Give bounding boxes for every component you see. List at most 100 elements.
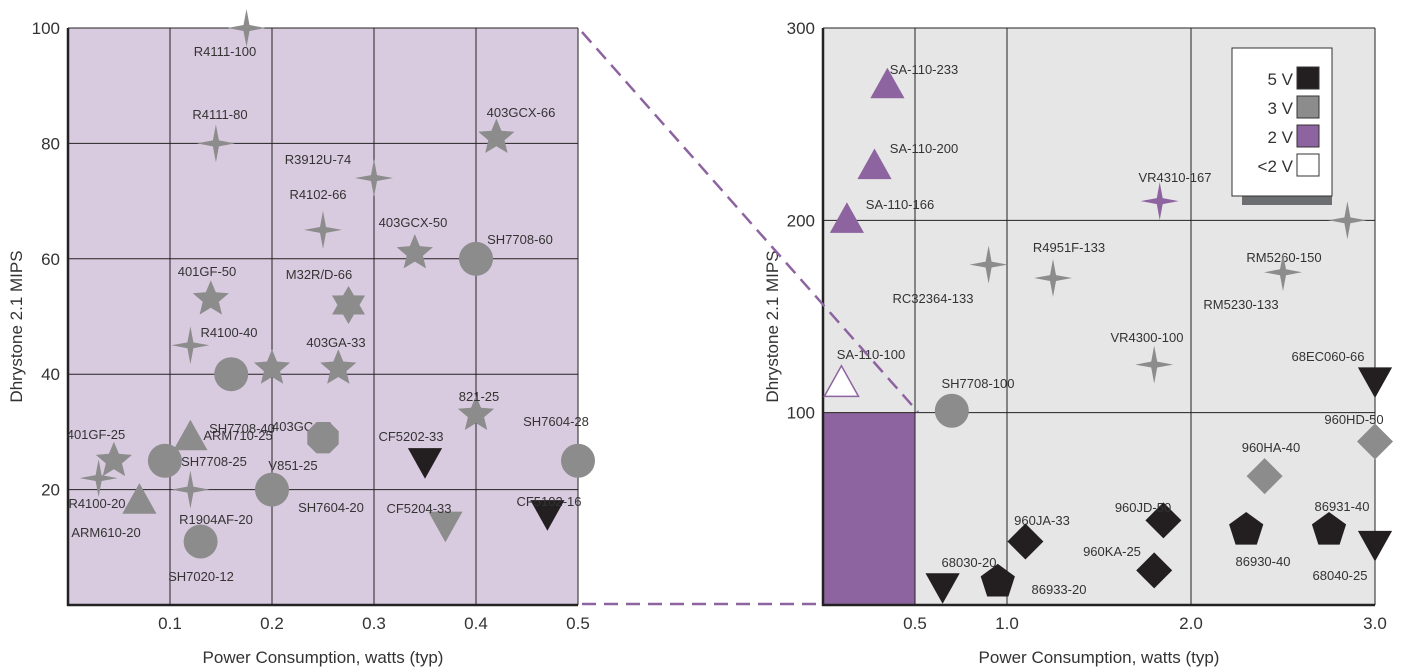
data-label: 86931-40	[1315, 499, 1370, 514]
legend-swatch	[1296, 124, 1320, 148]
data-label: R4100-40	[200, 325, 257, 340]
x-tick-label: 0.1	[158, 614, 182, 633]
point-sa-110-200	[857, 148, 892, 180]
data-label: CF5202-33	[378, 429, 443, 444]
data-label: R3912U-74	[285, 152, 352, 167]
data-label: R4102-66	[289, 187, 346, 202]
point-vr4310-167	[1140, 182, 1179, 221]
legend-label: 5 V	[1267, 70, 1293, 89]
point-sh7604-28	[561, 443, 595, 478]
legend-label: <2 V	[1258, 157, 1294, 176]
data-label: SH7708-25	[181, 454, 247, 469]
data-label: 68EC060-66	[1292, 349, 1365, 364]
data-label: R1904AF-20	[179, 512, 253, 527]
point-960jd-50	[1145, 502, 1182, 539]
y-tick-label: 100	[787, 404, 815, 423]
point-960ha-40	[1246, 458, 1283, 495]
point-sh7708-100	[934, 393, 969, 428]
data-label: 86933-20	[1032, 582, 1087, 597]
data-label: 403GCX-50	[379, 215, 448, 230]
point-r4100-40	[171, 326, 210, 365]
point-sa-110-100	[823, 364, 860, 398]
point-sh7708-40	[214, 357, 249, 392]
point-403ga-33	[320, 349, 357, 384]
data-label: 86930-40	[1236, 554, 1291, 569]
data-label: 960KA-25	[1083, 544, 1141, 559]
x-tick-label: 0.4	[464, 614, 488, 633]
data-label: SA-110-200	[890, 141, 958, 156]
y-axis-label: Dhrystone 2.1 MIPS	[7, 250, 26, 402]
point-sh7020-12	[183, 524, 218, 559]
data-label: 960JD-50	[1115, 500, 1171, 515]
data-label: CF5102-16	[516, 494, 581, 509]
x-tick-label: 0.5	[566, 614, 590, 633]
point-86933-20	[980, 563, 1015, 597]
data-label: SH7604-28	[523, 414, 589, 429]
legend-swatch	[1296, 153, 1320, 177]
y-tick-label: 100	[32, 19, 60, 38]
point-cf5102-16	[530, 500, 565, 531]
legend-label: 2 V	[1267, 128, 1293, 147]
point-960ja-33	[1007, 523, 1044, 560]
legend-label: 3 V	[1267, 99, 1293, 118]
data-label: SH7020-12	[168, 569, 234, 584]
x-tick-label: 1.0	[995, 614, 1019, 633]
point-403gc-33	[253, 349, 291, 384]
legend-swatch	[1296, 95, 1320, 119]
point-r4102-66	[304, 210, 342, 249]
legend-swatch	[1296, 66, 1320, 90]
data-label: SA-110-100	[837, 347, 905, 362]
data-label: R4111-100	[194, 44, 256, 59]
data-label: VR4310-167	[1139, 170, 1212, 185]
x-axis-label: Power Consumption, watts (typ)	[203, 648, 444, 667]
data-label: 821-25	[459, 389, 499, 404]
point-rm5260-150	[1328, 201, 1367, 240]
point-r4111-80	[196, 124, 235, 163]
data-label: 401GF-25	[67, 427, 126, 442]
point-sh7708-25	[147, 443, 182, 478]
y-axis-label: Dhrystone 2.1 MIPS	[763, 250, 782, 402]
point-vr4300-100	[1135, 345, 1174, 384]
legend: 5 V 3 V 2 V <2 V	[1231, 47, 1333, 205]
point-960hd-50	[1357, 423, 1393, 460]
point-sh7708-60	[459, 241, 493, 276]
point-sa-110-166	[829, 202, 864, 233]
point-86931-40	[1311, 512, 1347, 545]
y-tick-label: 60	[41, 250, 60, 269]
data-label: ARM710-25	[203, 428, 272, 443]
x-axis-label: Power Consumption, watts (typ)	[979, 648, 1220, 667]
point-403gcx-66	[478, 118, 515, 153]
data-label: V851-25	[268, 458, 317, 473]
point-401gf-25	[95, 441, 132, 477]
x-tick-label: 3.0	[1363, 614, 1387, 633]
point-r4100-20	[79, 459, 118, 498]
data-label: ARM610-20	[71, 525, 140, 540]
data-label: R4100-20	[68, 496, 125, 511]
data-label: 960HD-50	[1324, 412, 1383, 427]
data-label: SH7708-100	[942, 376, 1015, 391]
data-label: R4111-80	[192, 107, 247, 122]
y-tick-label: 20	[41, 481, 60, 500]
zoom-region	[823, 412, 915, 605]
x-tick-label: 0.5	[903, 614, 927, 633]
data-label: SA-110-166	[866, 197, 934, 212]
point-401gf-50	[192, 280, 229, 315]
data-label: 960JA-33	[1014, 513, 1070, 528]
point-arm610-20	[122, 483, 157, 514]
point-rc32364-133	[969, 245, 1008, 284]
data-label: SH7604-20	[298, 500, 364, 515]
point-68040-25	[1357, 530, 1393, 562]
data-label: 403GCX-66	[487, 105, 556, 120]
point-cf5202-33	[407, 448, 443, 479]
point-sa-110-233	[870, 67, 905, 99]
y-tick-label: 40	[41, 365, 60, 384]
data-label: R4951F-133	[1033, 240, 1105, 255]
data-label: VR4300-100	[1111, 330, 1184, 345]
zoom-connector-top	[581, 31, 919, 413]
point-rm5230-133	[1264, 253, 1302, 292]
data-label: RM5230-133	[1203, 297, 1278, 312]
point-68030-20	[925, 573, 960, 604]
data-label: SH7708-40	[209, 421, 275, 436]
data-label: CF5204-33	[386, 501, 451, 516]
